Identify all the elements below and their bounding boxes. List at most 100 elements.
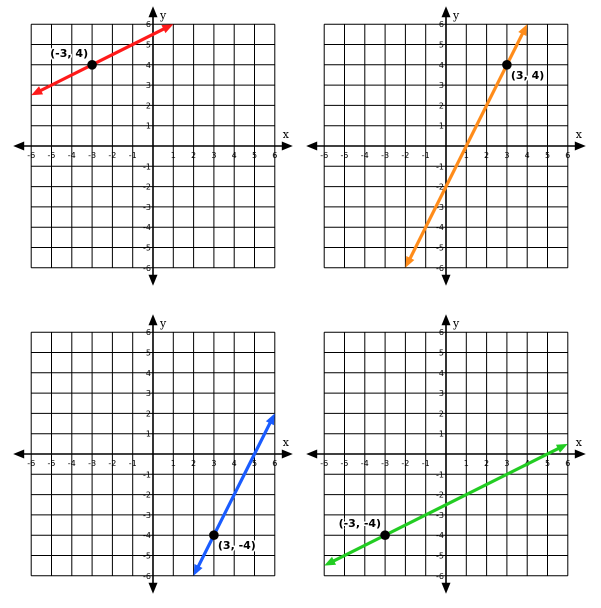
x-tick-label: 6 [565,151,570,160]
x-tick-label: 5 [545,151,550,160]
x-axis-arrow-left [306,141,318,151]
y-tick-label: 1 [439,430,444,439]
x-axis-label: x [576,436,583,449]
y-tick-label: -2 [436,491,444,500]
x-tick-label: 1 [171,459,176,468]
x-tick-label: 6 [272,151,277,160]
point-label: (3, 4) [511,69,544,82]
data-line-arrow-end [265,413,275,426]
y-tick-label: -3 [143,511,151,520]
x-tick-label: -4 [361,459,369,468]
x-tick-label: -6 [27,459,35,468]
y-tick-label: -6 [436,572,444,581]
y-tick-label: 6 [439,20,444,29]
x-tick-label: -6 [27,151,35,160]
chart-bottom-left: -6 -5 -4 -3 -2 -1 1 2 3 4 5 6 6 5 4 3 2 1 -1 -2 -3 -4 -5 -6 x y (3… [13,314,293,594]
x-tick-label: 4 [525,151,530,160]
y-tick-label: -2 [143,491,151,500]
x-tick-label: -2 [401,459,409,468]
y-tick-label: 5 [439,349,444,358]
chart-top-left: -6 -5 -4 -3 -2 -1 1 2 3 4 5 6 6 5 4 3 2 1 -1 -2 -3 -4 -5 -6 x y (-… [13,6,293,286]
y-tick-label: 1 [146,122,151,131]
x-tick-label: -1 [129,459,137,468]
y-axis-label: y [159,9,167,22]
axes [13,6,293,286]
data-point [502,60,512,70]
data-line-arrow-end [518,24,528,37]
x-tick-label: -3 [381,459,389,468]
x-tick-label: -2 [401,151,409,160]
x-tick-label: -1 [129,151,137,160]
y-tick-label: -2 [436,183,444,192]
x-tick-label: -4 [361,151,369,160]
x-tick-label: -5 [341,459,349,468]
y-tick-label: 2 [439,409,444,418]
y-tick-label: -4 [436,531,444,540]
chart-bottom-right: -6-5-4-3-2-1123456654321-1-2-3-4-5-6xy(-… [306,314,586,594]
y-tick-label: 5 [439,41,444,50]
axes [306,6,586,286]
data-line [329,445,563,564]
x-tick-label: -6 [320,151,328,160]
x-axis-label: x [576,128,583,141]
data-point [209,530,219,540]
x-tick-label: 3 [504,459,509,468]
x-tick-label: -4 [68,151,76,160]
x-tick-label: 2 [191,151,196,160]
y-tick-label: 6 [146,20,151,29]
data-line-arrow-start [31,86,44,96]
x-tick-label: 2 [191,459,196,468]
y-tick-label: 2 [146,101,151,110]
x-axis-arrow-right [281,141,293,151]
y-tick-label: -6 [436,264,444,273]
y-tick-label: 3 [146,81,151,90]
y-tick-label: -6 [143,264,151,273]
x-tick-label: -5 [341,151,349,160]
y-tick-label: -5 [436,244,444,253]
y-tick-label: 1 [146,430,151,439]
point-label: (3, -4) [218,539,256,552]
y-tick-label: -5 [436,552,444,561]
axes [306,314,586,594]
y-tick-label: -3 [143,203,151,212]
y-tick-label: -5 [143,244,151,253]
x-axis-arrow-right [574,141,586,151]
y-tick-label: 5 [146,41,151,50]
data-line-arrow-end [555,443,568,453]
y-tick-label: 5 [146,349,151,358]
y-axis-label: y [452,317,460,330]
point-label-halo: (-3, 4) [50,47,88,60]
x-axis-arrow-right [574,449,586,459]
x-tick-label: -1 [422,151,430,160]
data-line-arrow-end [161,24,174,34]
point-label-halo: (3, 4) [511,69,544,82]
x-tick-label: 1 [171,151,176,160]
y-tick-label: 2 [146,409,151,418]
y-axis-arrow-down [148,582,158,594]
y-tick-label: 3 [439,81,444,90]
x-tick-label: 1 [464,151,469,160]
y-axis-arrow-up [441,314,451,326]
y-axis-arrow-down [441,582,451,594]
point-label: (-3, -4) [339,517,382,530]
y-tick-label: 2 [439,101,444,110]
y-tick-label: 6 [146,328,151,337]
x-axis-label: x [283,436,290,449]
point-label-halo: (3, -4) [218,539,256,552]
y-axis-arrow-down [441,274,451,286]
x-tick-label: 6 [272,459,277,468]
y-tick-label: -2 [143,183,151,192]
x-tick-label: 5 [545,459,550,468]
x-tick-label: -4 [68,459,76,468]
x-tick-label: 5 [252,151,257,160]
y-tick-label: 4 [439,61,444,70]
point-label-halo: (-3, -4) [339,517,382,530]
x-tick-label: 2 [484,151,489,160]
x-tick-label: 1 [464,459,469,468]
chart-top-right: -6 -5 -4 -3 -2 -1 1 2 3 4 5 6 6 5 4 3 2 1 -1 -2 -3 -4 -5 -6 x y (3… [306,6,586,286]
data-point [87,60,97,70]
x-tick-label: -1 [422,459,430,468]
y-tick-label: -3 [436,203,444,212]
x-tick-label: -2 [108,459,116,468]
x-tick-label: 6 [565,459,570,468]
